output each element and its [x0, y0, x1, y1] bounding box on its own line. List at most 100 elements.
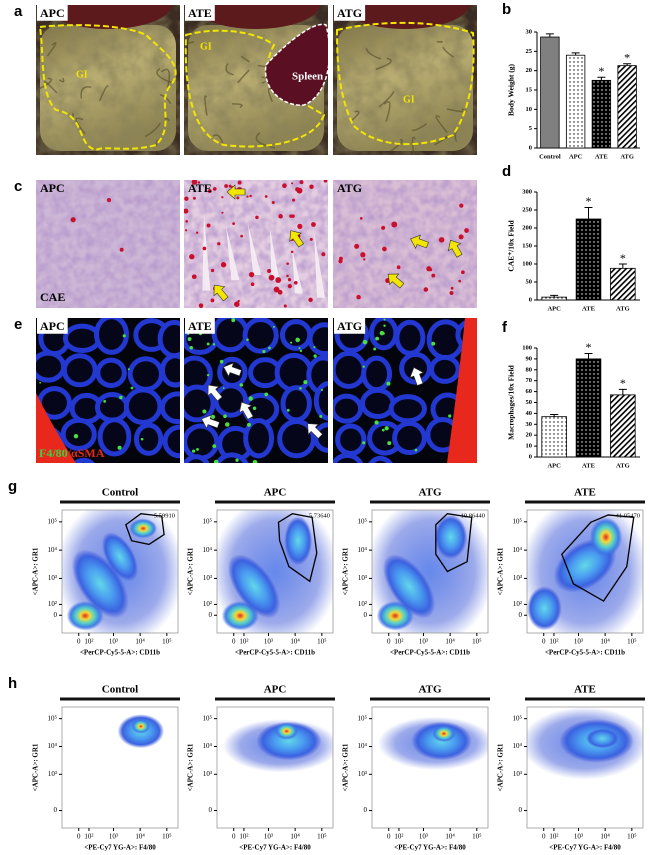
x-tick-label: 10⁵: [317, 833, 327, 841]
arrow: [213, 284, 229, 302]
x-axis-label: <PE-Cy7 YG-A>: F4/80: [549, 844, 621, 852]
crypt: [280, 385, 312, 423]
y-tick-label: 10: [526, 443, 533, 450]
stained-cell: [221, 211, 224, 214]
y-tick-label: 30: [526, 421, 533, 428]
x-tick-label: 10³: [419, 638, 428, 646]
macrophage: [130, 386, 134, 390]
lumen: [202, 214, 211, 291]
stained-cell: [283, 304, 287, 308]
macrophage: [239, 383, 244, 387]
y-tick-label: 250: [522, 206, 532, 213]
fold: [255, 131, 276, 149]
error-bar: [623, 63, 632, 66]
macrophage: [127, 368, 130, 371]
y-tick-label: 0: [529, 296, 532, 303]
stained-cell: [292, 198, 296, 202]
gate: [435, 512, 473, 573]
stained-cell: [221, 262, 224, 265]
x-axis-label: <PerCP-Cy5-5-A>: CD11b: [80, 649, 160, 657]
significance: *: [586, 194, 592, 208]
crypt: [62, 323, 102, 354]
macrophage: [290, 341, 293, 344]
x-tick-label: 0: [387, 638, 391, 646]
fold: [225, 63, 234, 76]
plot-frame: [61, 706, 179, 829]
y-tick-label: 10⁵: [513, 517, 523, 525]
x-tick-label: ATE: [582, 462, 595, 469]
stained-cell: [356, 294, 361, 300]
y-axis-label: <APC-A>: GR1: [342, 743, 350, 791]
macrophage: [383, 318, 386, 321]
stained-cell: [449, 291, 454, 296]
stained-cell: [268, 274, 275, 281]
crypt: [133, 422, 164, 456]
density-blob: [275, 722, 299, 740]
title-bar: [525, 500, 645, 504]
y-tick-label: 90: [526, 355, 533, 362]
x-tick-label: 10³: [264, 638, 273, 646]
photo: APC F4/80/αSMA: [36, 318, 180, 463]
x-tick-label: 0: [232, 638, 236, 646]
plot-frame: [526, 706, 644, 829]
stained-cell: [287, 277, 292, 282]
plot-title: APC: [264, 684, 287, 696]
error-bar: [597, 76, 606, 81]
stained-cell: [296, 187, 303, 194]
y-axis-label: Macrophages/10x Field: [507, 364, 516, 439]
x-tick-label: 10²: [394, 638, 403, 646]
crypt: [95, 357, 127, 389]
stained-cell: [323, 180, 328, 183]
x-tick-label: ATE: [582, 305, 595, 312]
stained-cell: [236, 196, 240, 200]
y-axis-label: CAE⁺/10x Field: [507, 220, 516, 272]
y-axis-label: <APC-A>: GR1: [187, 743, 195, 791]
bar: [541, 296, 567, 301]
crypt: [313, 380, 328, 421]
y-tick-label: 10⁵: [358, 517, 368, 525]
y-tick-label: 10⁴: [513, 742, 523, 750]
stained-cell: [246, 195, 249, 198]
panel-label: b: [502, 1, 511, 18]
stained-cell: [277, 289, 283, 295]
fold: [390, 139, 404, 152]
macrophage: [362, 441, 366, 445]
stained-cell: [297, 223, 303, 229]
bar: [610, 394, 636, 458]
y-tick-label: 0: [519, 611, 523, 619]
stained-cell: [248, 271, 255, 278]
macrophage: [213, 459, 219, 463]
x-tick-label: 10⁵: [472, 638, 482, 646]
macrophage: [212, 343, 216, 346]
smooth-muscle: [447, 318, 477, 463]
gate: [125, 513, 165, 546]
y-tick-label: 0: [54, 611, 58, 619]
macrophage: [247, 422, 251, 427]
y-tick-label: 10: [526, 106, 533, 113]
y-tick-label: 40: [526, 410, 533, 417]
stained-cell: [232, 222, 236, 226]
stained-cell: [321, 252, 326, 257]
x-tick-label: 10⁵: [472, 833, 482, 841]
density-blob: [256, 721, 322, 761]
stained-cell: [202, 246, 207, 251]
x-tick-label: Control: [539, 153, 561, 160]
stained-cell: [391, 221, 398, 228]
crypt: [94, 318, 129, 355]
macrophage: [381, 428, 385, 432]
stained-cell: [423, 287, 429, 292]
y-tick-label: 10³: [513, 574, 522, 582]
panel-label: f: [502, 319, 508, 336]
fold: [383, 101, 391, 122]
photo: ATE: [184, 318, 328, 463]
macrophage: [299, 349, 303, 353]
fold: [80, 86, 92, 99]
macrophage: [202, 409, 207, 414]
texture: [333, 5, 477, 155]
density-blob: [101, 532, 139, 582]
macrophage: [374, 420, 379, 425]
annotation: Spleen: [292, 71, 323, 83]
x-tick-label: 10⁴: [445, 833, 455, 841]
macrophage: [320, 388, 324, 391]
error-bar: [618, 263, 627, 269]
